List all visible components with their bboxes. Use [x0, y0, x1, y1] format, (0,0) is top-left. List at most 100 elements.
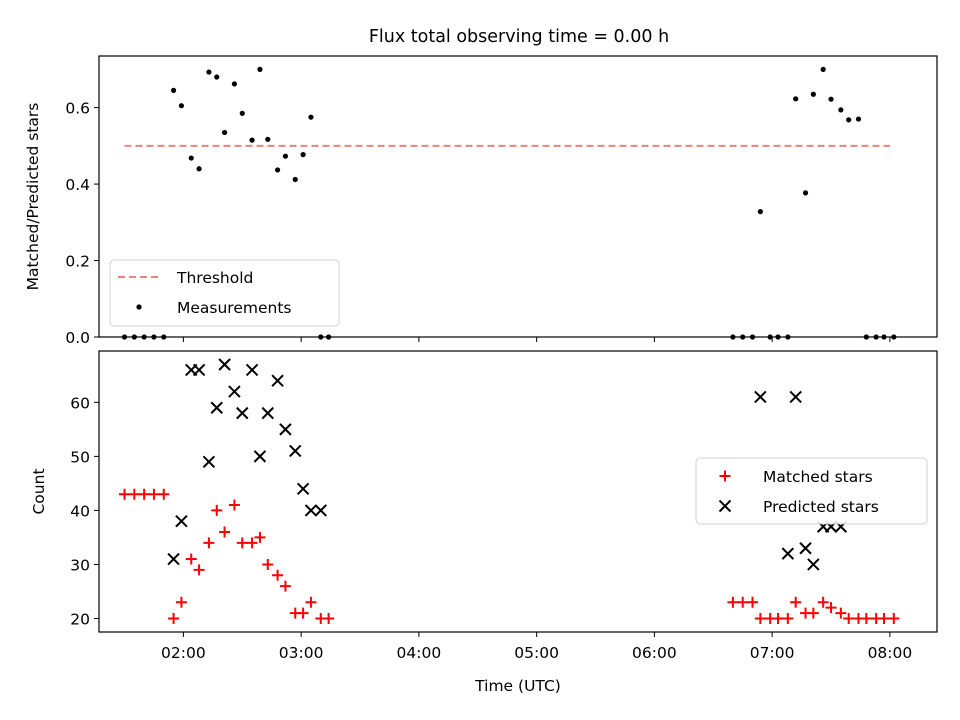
predicted-star-point: [807, 558, 820, 571]
y-tick-label: 20: [70, 610, 90, 628]
predicted-star-point: [781, 547, 795, 560]
x-tick-label: 03:00: [279, 644, 324, 662]
matched-star-point: [737, 596, 749, 608]
measurement-point: [828, 96, 834, 102]
predicted-star-point: [271, 374, 284, 387]
matched-star-point: [219, 526, 231, 538]
predicted-star-point: [289, 444, 302, 458]
matched-star-point: [305, 596, 317, 608]
predicted-star-point: [279, 423, 292, 436]
matched-star-point: [727, 596, 739, 608]
top-legend: Threshold Measurements: [109, 259, 340, 327]
matched-star-point: [168, 612, 180, 624]
legend-measurement-swatch: [136, 304, 142, 310]
matched-star-point: [228, 499, 240, 511]
measurement-point: [265, 136, 271, 142]
matched-star-point: [175, 596, 187, 608]
matched-star-point: [138, 488, 150, 500]
top-axes-frame: [98, 55, 938, 338]
matched-star-point: [211, 504, 223, 516]
legend-matched-swatch: [719, 470, 731, 482]
predicted-star-point: [175, 515, 188, 528]
matched-star-point: [297, 607, 309, 619]
predicted-star-point: [314, 504, 327, 517]
bottom-axes-frame: [98, 350, 938, 633]
matched-star-point: [272, 569, 284, 581]
bottom-panel: 02:00 03:00 04:00 05:00 06:00 07:00 08:00 20 30 4…: [30, 350, 938, 695]
y-tick-label: 30: [70, 556, 90, 574]
legend-frame: [695, 457, 928, 525]
y-tick-label: 0.0: [65, 329, 90, 347]
y-tick-label: 50: [70, 448, 90, 466]
x-tick-label: 07:00: [750, 644, 795, 662]
measurement-point: [188, 155, 194, 161]
predicted-star-point: [799, 542, 812, 555]
matched-star-point: [878, 612, 890, 624]
measurement-point: [292, 176, 298, 183]
measurement-point: [838, 107, 844, 113]
matched-star-point: [888, 612, 900, 624]
measurement-point: [820, 66, 826, 72]
measurement-point: [757, 209, 763, 215]
measurement-point: [222, 129, 228, 136]
matched-star-point: [772, 612, 784, 624]
matched-star-point: [807, 607, 819, 619]
predicted-star-point: [296, 482, 310, 496]
matched-star-point: [754, 612, 766, 624]
measurement-point: [249, 137, 255, 143]
matched-star-point: [236, 537, 248, 549]
x-tick-label: 04:00: [397, 644, 442, 662]
y-tick-label: 0.6: [65, 100, 90, 118]
measurement-point: [308, 114, 314, 120]
measurement-point: [802, 190, 809, 196]
y-axis-label: Count: [30, 468, 48, 514]
measurement-point: [214, 74, 220, 80]
measurement-point: [855, 116, 862, 122]
predicted-star-point: [192, 363, 206, 377]
measurement-point: [231, 81, 238, 87]
predicted-star-point: [261, 406, 274, 420]
predicted-star-point: [228, 385, 241, 398]
predicted-star-point: [304, 504, 318, 517]
x-tick-label: 06:00: [632, 644, 677, 662]
matched-star-point: [148, 488, 160, 500]
legend-predicted-label: Predicted stars: [763, 498, 879, 516]
predicted-star-point: [236, 406, 249, 420]
matched-star-point: [262, 558, 274, 570]
predicted-star-point: [754, 390, 767, 404]
y-tick-label: 0.2: [65, 253, 90, 271]
matched-star-point: [843, 612, 855, 624]
x-tick-label: 05:00: [514, 644, 559, 662]
measurement-point: [300, 152, 306, 158]
measurement-point: [206, 69, 212, 75]
matched-star-point: [825, 602, 837, 614]
matched-star-point: [835, 607, 847, 619]
matched-star-point: [119, 488, 131, 500]
measurement-point: [196, 166, 202, 172]
matched-star-point: [860, 612, 872, 624]
legend-predicted-swatch: [718, 499, 732, 513]
matched-star-point: [790, 596, 802, 608]
legend-threshold-label: Threshold: [176, 269, 253, 287]
matched-star-point: [323, 612, 335, 624]
matched-star-point: [254, 531, 266, 543]
matched-star-point: [128, 488, 140, 500]
matched-star-point: [817, 596, 829, 608]
measurement-point: [793, 96, 799, 102]
measurement-point: [178, 103, 185, 109]
y-tick-label: 40: [70, 502, 90, 520]
legend-measurement-label: Measurements: [177, 299, 292, 317]
measurement-point: [274, 167, 281, 173]
predicted-star-point: [789, 390, 802, 404]
matched-star-point: [185, 553, 197, 565]
top-panel: 0.0 0.2 0.4 0.6 Matched/Predicted stars Thres…: [24, 55, 938, 347]
bottom-legend: Matched stars Predicted stars: [695, 457, 928, 525]
predicted-star-point: [245, 363, 259, 377]
measurement-point: [810, 91, 816, 97]
measurement-point: [257, 66, 263, 72]
y-tick-label: 0.4: [65, 176, 90, 194]
matched-star-point: [747, 596, 759, 608]
predicted-star-point: [167, 552, 180, 566]
measurement-point: [170, 87, 177, 94]
